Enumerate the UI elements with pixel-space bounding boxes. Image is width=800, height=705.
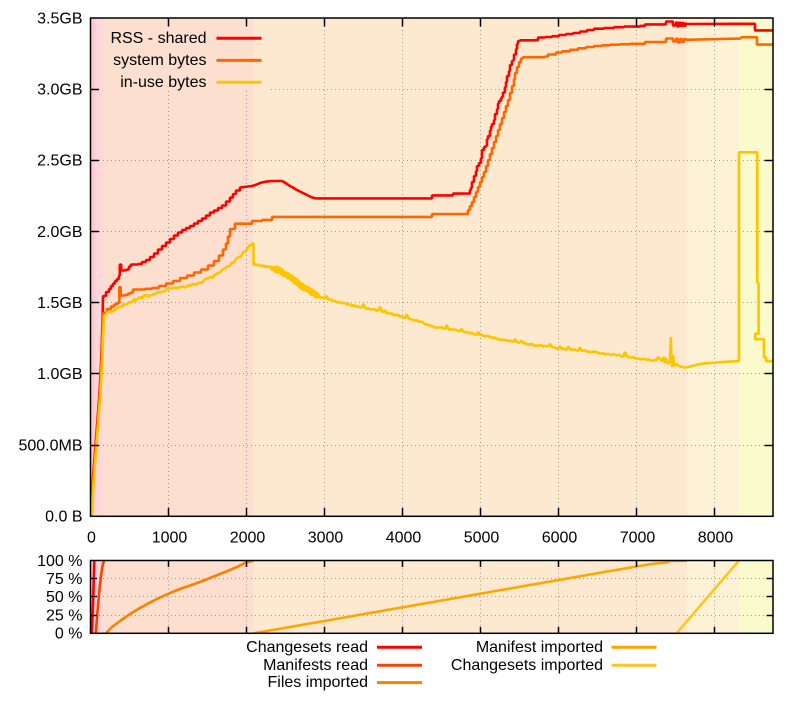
svg-text:6000: 6000 <box>542 530 578 547</box>
svg-text:Files imported: Files imported <box>268 674 368 691</box>
svg-text:1.0GB: 1.0GB <box>37 366 82 383</box>
svg-text:7000: 7000 <box>620 530 656 547</box>
svg-text:1.5GB: 1.5GB <box>37 295 82 312</box>
svg-text:Manifests read: Manifests read <box>263 657 368 674</box>
svg-text:50 %: 50 % <box>46 589 82 606</box>
svg-text:8000: 8000 <box>698 530 734 547</box>
svg-text:Manifest imported: Manifest imported <box>476 639 603 656</box>
svg-text:RSS - shared: RSS - shared <box>110 30 206 47</box>
svg-text:0.0 B: 0.0 B <box>45 509 82 526</box>
svg-text:500.0MB: 500.0MB <box>18 437 82 454</box>
svg-text:3.0GB: 3.0GB <box>37 82 82 99</box>
svg-text:0: 0 <box>87 530 96 547</box>
svg-text:1000: 1000 <box>152 530 188 547</box>
svg-text:75 %: 75 % <box>46 571 82 588</box>
svg-text:3.5GB: 3.5GB <box>37 10 82 27</box>
svg-text:5000: 5000 <box>464 530 500 547</box>
svg-text:25 %: 25 % <box>46 607 82 624</box>
svg-text:2.0GB: 2.0GB <box>37 224 82 241</box>
svg-text:2.5GB: 2.5GB <box>37 153 82 170</box>
svg-text:system bytes: system bytes <box>113 52 206 69</box>
svg-text:3000: 3000 <box>308 530 344 547</box>
svg-text:Changesets read: Changesets read <box>246 639 368 656</box>
svg-text:100 %: 100 % <box>37 553 82 570</box>
svg-text:2000: 2000 <box>230 530 266 547</box>
svg-text:in-use bytes: in-use bytes <box>120 74 206 91</box>
svg-text:4000: 4000 <box>386 530 422 547</box>
svg-text:Changesets imported: Changesets imported <box>451 657 603 674</box>
svg-text:0 %: 0 % <box>55 626 83 643</box>
